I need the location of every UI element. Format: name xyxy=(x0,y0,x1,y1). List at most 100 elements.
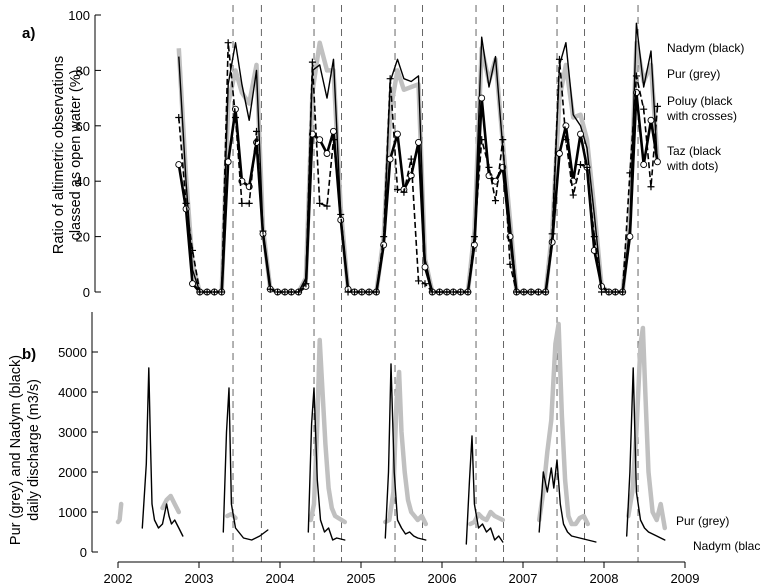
x-tick-label-5: 2007 xyxy=(509,571,538,586)
series-2-point-46 xyxy=(499,136,507,144)
series-2-point-47 xyxy=(506,260,514,268)
panel-b-y-tick-label-5: 5000 xyxy=(58,345,87,360)
series-2-point-26 xyxy=(358,288,366,296)
series-2-point-4 xyxy=(203,288,211,296)
series-2-point-45 xyxy=(491,197,499,205)
panel-b-y-tick-label-1: 1000 xyxy=(58,505,87,520)
legend-b-0: Pur (grey) xyxy=(676,514,729,528)
panel-a-ylabel-line1: Ratio of altimetric observations xyxy=(51,56,67,254)
discharge-1-segment-3 xyxy=(384,363,427,541)
series-3-point-44 xyxy=(485,172,493,180)
series-2-point-66 xyxy=(640,105,648,113)
x-tick-label-1: 2003 xyxy=(185,571,214,586)
series-2-point-55 xyxy=(562,136,570,144)
series-2-point-25 xyxy=(351,288,359,296)
legend-a-2: Poluy (black with crosses) xyxy=(666,94,737,123)
series-3-point-7 xyxy=(224,158,232,166)
panel-b-y-tick-label-2: 2000 xyxy=(58,465,87,480)
panel-b-legend: Pur (grey) Nadym (black) xyxy=(676,514,761,553)
panel-b-ylabel-line1: Pur (grey) and Nadym (black) xyxy=(8,355,24,545)
series-2-point-0 xyxy=(175,113,183,121)
x-tick-label-4: 2006 xyxy=(428,571,457,586)
discharge-0-segment-0 xyxy=(115,501,124,525)
panel-b-ylabel-line2: daily discharge (m3/s) xyxy=(26,379,42,521)
panel-a-y-tick-label-5: 100 xyxy=(68,8,90,23)
series-3-point-30 xyxy=(386,155,394,163)
legend-a-3-line-0: Taz (black xyxy=(667,144,722,158)
series-2-point-65 xyxy=(632,72,640,80)
panel-b-y-tick-label-4: 4000 xyxy=(58,385,87,400)
series-3-point-33 xyxy=(407,172,415,180)
legend-a-3-line-1: with dots) xyxy=(666,159,718,173)
panel-a-y-tick-label-4: 80 xyxy=(76,63,90,78)
legend-a-2-line-1: with crosses) xyxy=(666,109,737,123)
series-2-point-27 xyxy=(365,288,373,296)
panel-a-y-tick-label-3: 60 xyxy=(76,119,90,134)
series-2-point-64 xyxy=(626,169,634,177)
series-2-point-37 xyxy=(436,288,444,296)
panel-a-y-tick-label-1: 20 xyxy=(76,230,90,245)
x-tick-label-0: 2002 xyxy=(104,571,133,586)
series-0-line xyxy=(178,22,659,293)
series-2-point-5 xyxy=(210,288,218,296)
series-2-point-52 xyxy=(542,288,550,296)
series-2-point-30 xyxy=(386,75,394,83)
series-2-point-31 xyxy=(393,186,401,194)
series-2-point-50 xyxy=(527,288,535,296)
legend-a-0: Nadym (black) xyxy=(667,41,744,55)
series-3-point-43 xyxy=(478,94,486,102)
series-3-point-67 xyxy=(647,116,655,124)
series-3-point-22 xyxy=(330,127,337,135)
x-tick-label-2: 2004 xyxy=(266,571,295,586)
series-3-point-65 xyxy=(632,89,640,97)
panel-b-y-tick-label-0: 0 xyxy=(80,545,87,560)
series-3-point-54 xyxy=(556,150,563,157)
discharge-1-segment-6 xyxy=(626,367,666,541)
series-2-point-1 xyxy=(182,199,190,207)
series-2-point-44 xyxy=(485,163,493,171)
series-3-point-2 xyxy=(189,280,196,288)
series-2-point-19 xyxy=(308,58,316,66)
series-3-point-66 xyxy=(640,161,648,169)
series-3-point-31 xyxy=(394,130,401,138)
panel-a-y-axis: 0 20 40 60 80 100 xyxy=(68,8,101,300)
legend-b-1: Nadym (black) xyxy=(693,539,761,553)
series-2-point-6 xyxy=(218,288,226,296)
x-axis: 2002 2003 2004 2005 2006 2007 2008 2009 xyxy=(104,561,699,586)
discharge-0-segment-5 xyxy=(468,509,506,527)
series-2-point-28 xyxy=(372,288,380,296)
legend-a-1-line-0: Pur (grey) xyxy=(667,67,720,81)
legend-a-3: Taz (black with dots) xyxy=(666,144,722,173)
series-3-point-21 xyxy=(323,150,331,157)
series-2-point-60 xyxy=(598,288,606,296)
panel-a: a) Ratio of altimetric observations clas… xyxy=(22,8,744,300)
series-3-point-20 xyxy=(316,136,324,144)
series-2-point-23 xyxy=(337,210,345,218)
series-2-point-56 xyxy=(569,191,577,199)
series-2-point-22 xyxy=(329,136,337,144)
series-2-point-34 xyxy=(415,277,423,285)
panel-a-y-tick-label-2: 40 xyxy=(76,174,90,189)
series-2-point-49 xyxy=(520,288,528,296)
discharge-0-segment-6 xyxy=(536,321,591,527)
series-2-point-39 xyxy=(449,288,457,296)
series-2-point-13 xyxy=(266,285,274,293)
series-2-point-57 xyxy=(577,161,585,169)
series-2-point-11 xyxy=(253,127,261,135)
series-2-point-3 xyxy=(196,288,204,296)
series-3-point-64 xyxy=(626,233,634,241)
series-2-point-42 xyxy=(470,233,478,241)
discharge-1-segment-5 xyxy=(538,459,597,543)
panel-b: b) Pur (grey) and Nadym (black) daily di… xyxy=(8,312,761,560)
series-3-point-34 xyxy=(415,138,422,146)
series-2-point-43 xyxy=(478,136,486,144)
series-3-point-68 xyxy=(654,158,661,166)
series-3-point-35 xyxy=(421,263,429,271)
panel-a-legend: Nadym (black) Pur (grey) Poluy (black with … xyxy=(666,41,744,173)
event-lines xyxy=(232,5,639,562)
series-2-point-54 xyxy=(555,55,563,63)
series-2-point-40 xyxy=(457,288,465,296)
discharge-0-segment-4 xyxy=(383,369,429,527)
series-2-point-15 xyxy=(281,288,289,296)
